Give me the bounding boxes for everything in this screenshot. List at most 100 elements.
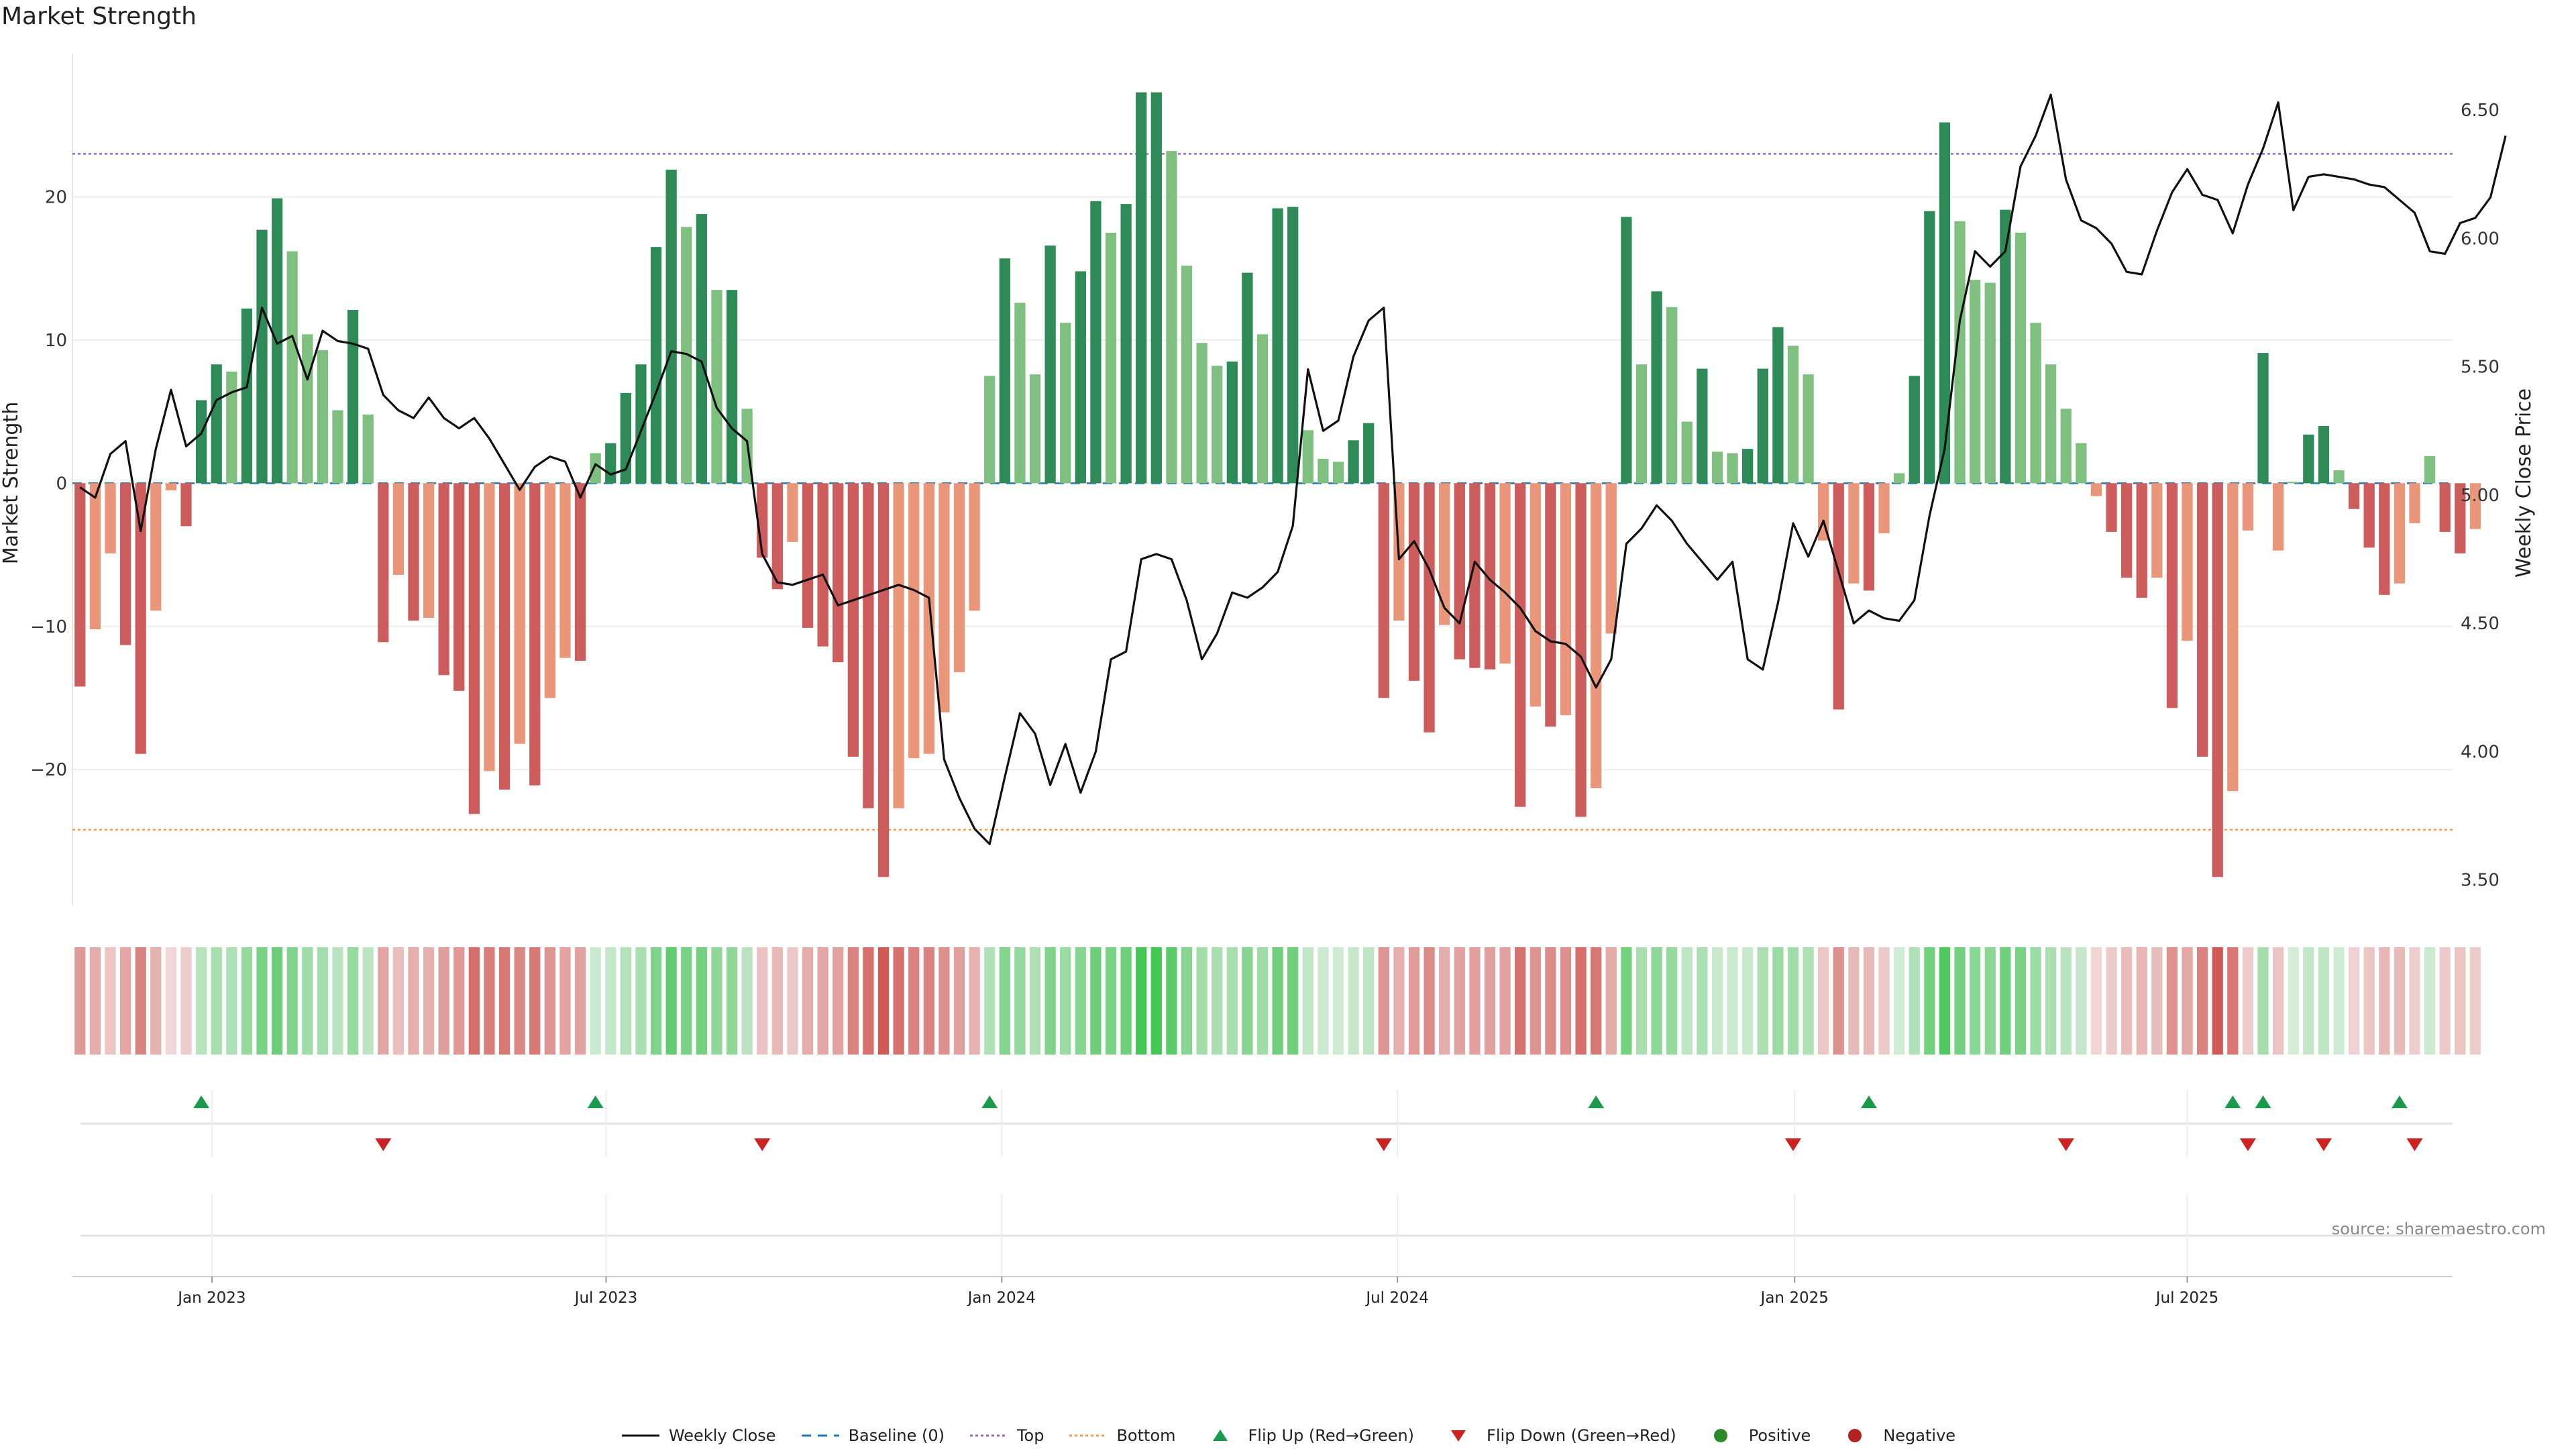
strength-heat-strip (74, 947, 2481, 1055)
strength-bar (2196, 483, 2208, 757)
heat-cell (1348, 947, 1359, 1055)
heat-cell (2121, 947, 2133, 1055)
strength-bar (1408, 483, 1420, 681)
strength-bar (1256, 334, 1269, 484)
heat-cell (2182, 947, 2193, 1055)
strength-bar (2000, 209, 2011, 484)
strength-bar (726, 290, 738, 484)
strength-bar (1605, 483, 1617, 634)
strength-bar (408, 483, 419, 621)
strength-bar (923, 483, 934, 754)
heat-cell (681, 947, 692, 1055)
legend-label: Flip Up (Red→Green) (1248, 1426, 1415, 1445)
heat-cell (89, 947, 101, 1055)
heat-cell (1499, 947, 1511, 1055)
heat-cell (2363, 947, 2375, 1055)
heat-cell (1408, 947, 1420, 1055)
strength-bar (817, 483, 828, 647)
heat-cell (1044, 947, 1056, 1055)
strength-bar (498, 483, 511, 790)
heat-cell (165, 947, 177, 1055)
strength-bar (1772, 327, 1784, 484)
heat-cell (1666, 947, 1678, 1055)
heat-cell (286, 947, 298, 1055)
heat-cell (2455, 947, 2466, 1055)
strength-bar (2227, 483, 2239, 792)
heat-cell (392, 947, 405, 1055)
strength-bar (1909, 376, 1920, 484)
strength-bar (1318, 459, 1329, 484)
y-tick-label: 10 (45, 331, 67, 351)
heat-cell (711, 947, 722, 1055)
strength-bar (1469, 483, 1481, 668)
strength-bar (2439, 483, 2451, 532)
heat-cell (226, 947, 237, 1055)
strength-bar (2409, 483, 2420, 524)
strength-bar (1150, 92, 1162, 484)
flip-down-marker (2315, 1138, 2332, 1151)
strength-bar (877, 483, 890, 877)
heat-cell (923, 947, 934, 1055)
flip-up-marker (2224, 1095, 2241, 1108)
heat-cell (195, 947, 207, 1055)
strength-bar (893, 483, 904, 808)
heat-cell (1302, 947, 1313, 1055)
strength-bar (1044, 246, 1056, 484)
heat-cell (999, 947, 1010, 1055)
strength-bar (2363, 483, 2375, 548)
date-tick-label: Jul 2024 (1364, 1289, 1429, 1307)
legend-swatch-icon (621, 1434, 659, 1437)
strength-bar (2166, 483, 2178, 708)
strength-bar (468, 483, 480, 814)
heat-cell (1196, 947, 1208, 1055)
heat-cell (696, 947, 707, 1055)
strength-bar (2076, 443, 2087, 484)
strength-bar (908, 483, 920, 759)
strength-bar (2379, 483, 2390, 595)
strength-bar (165, 483, 177, 491)
strength-bar (1272, 208, 1283, 484)
strength-bar (362, 414, 374, 484)
heat-cell (1256, 947, 1269, 1055)
strength-bar (1090, 201, 1102, 484)
heat-cell (969, 947, 980, 1055)
legend-item-baseline: Baseline (0) (800, 1426, 945, 1445)
strength-bar (999, 258, 1010, 484)
strength-bar (74, 483, 86, 687)
legend-item-flip-down: Flip Down (Green→Red) (1438, 1426, 1676, 1445)
strength-bar (105, 483, 116, 553)
heat-cell (938, 947, 950, 1055)
date-tick-label: Jul 2023 (574, 1289, 638, 1307)
strength-bar (2121, 483, 2133, 578)
heat-cell (119, 947, 131, 1055)
strength-bar (317, 350, 329, 484)
strength-bar (590, 453, 601, 484)
strength-bar (1332, 462, 1344, 484)
heat-cell (2030, 947, 2041, 1055)
strength-bar (2182, 483, 2193, 641)
strength-bar (180, 483, 192, 527)
heat-cell (2348, 947, 2360, 1055)
strength-bar (1454, 483, 1465, 659)
flip-down-marker (375, 1138, 392, 1151)
heat-cell (1332, 947, 1344, 1055)
strength-bar (2060, 409, 2072, 484)
heat-cell (1136, 947, 1147, 1055)
y-tick-label: −10 (30, 617, 67, 637)
left-axis-label: Market Strength (0, 402, 23, 564)
strength-bar (2469, 483, 2481, 529)
heat-cell (1469, 947, 1481, 1055)
strength-bar (89, 483, 101, 630)
legend-item-positive: Positive (1701, 1426, 1811, 1445)
strength-bar (802, 483, 814, 628)
y2-tick-label: 4.50 (2461, 614, 2500, 634)
right-axis-label: Weekly Close Price (2512, 388, 2536, 578)
strength-bar (2030, 323, 2041, 484)
strength-bar (453, 483, 465, 691)
heat-cell (1742, 947, 1754, 1055)
legend-swatch-icon (1848, 1429, 1862, 1442)
heat-cell (2076, 947, 2087, 1055)
heat-cell (1575, 947, 1587, 1055)
strength-bar (1105, 232, 1117, 484)
